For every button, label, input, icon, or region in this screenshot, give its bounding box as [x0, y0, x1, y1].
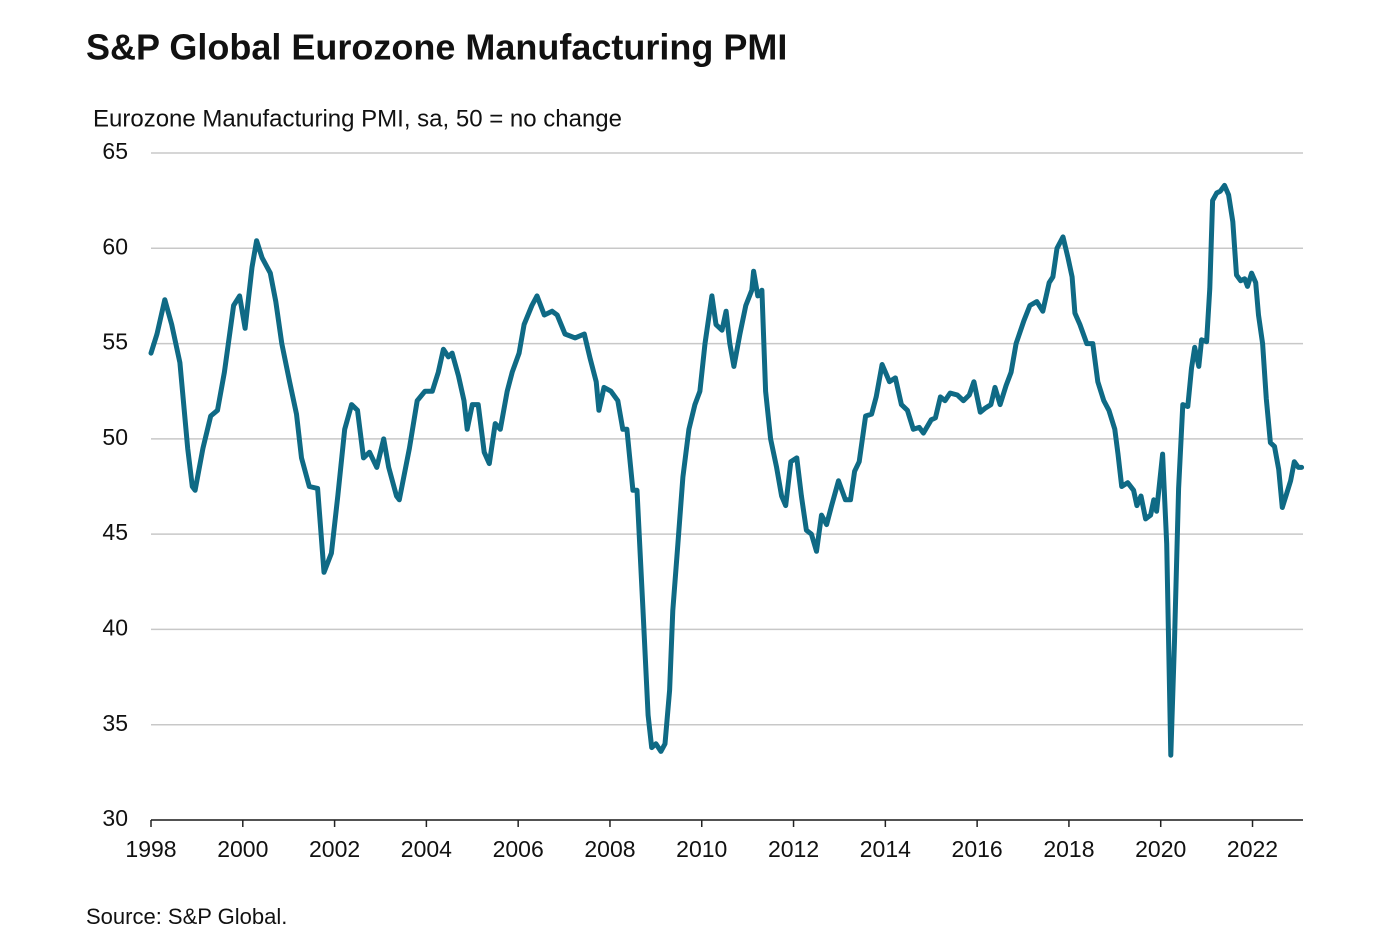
- series-line: [148, 182, 1305, 758]
- y-tick-label: 60: [102, 233, 128, 259]
- x-tick-label: 2000: [217, 836, 268, 862]
- x-tick-label: 2012: [768, 836, 819, 862]
- x-tick-label: 2004: [401, 836, 452, 862]
- x-tick-label: 2020: [1135, 836, 1186, 862]
- y-tick-label: 35: [102, 710, 128, 736]
- y-tick-label: 50: [102, 424, 128, 450]
- x-tick-label: 2002: [309, 836, 360, 862]
- x-tick-label: 2022: [1227, 836, 1278, 862]
- x-tick-label: 2006: [493, 836, 544, 862]
- chart-title: S&P Global Eurozone Manufacturing PMI: [86, 27, 787, 68]
- y-tick-label: 30: [102, 805, 128, 831]
- x-tick-label: 2010: [676, 836, 727, 862]
- x-tick-label: 2016: [952, 836, 1003, 862]
- x-tick-label: 1998: [125, 836, 176, 862]
- chart-subtitle: Eurozone Manufacturing PMI, sa, 50 = no …: [93, 105, 622, 132]
- y-tick-label: 55: [102, 329, 128, 355]
- source-note: Source: S&P Global.: [86, 904, 287, 929]
- y-tick-label: 45: [102, 519, 128, 545]
- x-tick-label: 2008: [584, 836, 635, 862]
- y-tick-label: 40: [102, 615, 128, 641]
- x-tick-label: 2018: [1043, 836, 1094, 862]
- x-tick-label: 2014: [860, 836, 911, 862]
- y-tick-label: 65: [102, 138, 128, 164]
